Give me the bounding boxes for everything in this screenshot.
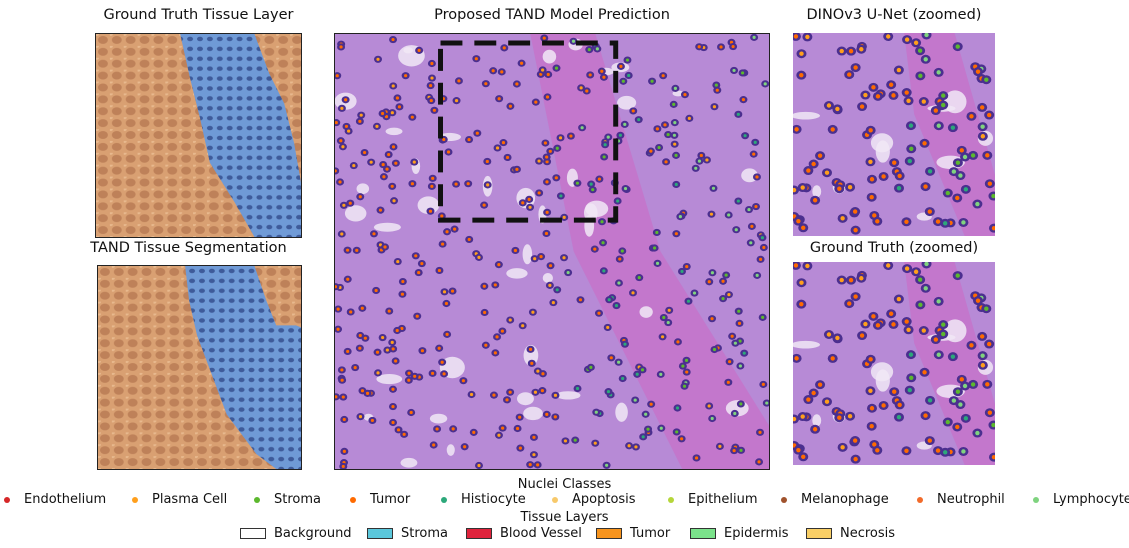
- nuclei-legend-item: Epithelium: [664, 492, 758, 507]
- nuclei-label: Endothelium: [24, 492, 107, 507]
- nuclei-label: Tumor: [370, 492, 411, 507]
- nuclei-legend-item: Lymphocyte: [1029, 492, 1129, 507]
- title-tand-tissue: TAND Tissue Segmentation: [90, 240, 287, 256]
- nuclei-legend: Endothelium Plasma Cell Stroma Tumor His…: [0, 492, 1129, 510]
- tissue-label: Background: [274, 526, 352, 541]
- nuclei-legend-item: Apoptosis: [548, 492, 636, 507]
- tissue-legend-item: Blood Vessel: [466, 526, 582, 541]
- lymphocyte-dot: [1033, 496, 1039, 503]
- stroma-dot: [254, 496, 260, 503]
- plasma-cell-dot: [132, 496, 138, 503]
- tand-prediction-panel: [334, 33, 770, 470]
- nuclei-legend-item: Plasma Cell: [128, 492, 227, 507]
- nuclei-legend-item: Melanophage: [777, 492, 889, 507]
- apoptosis-dot: [552, 496, 558, 503]
- epithelium-dot: [668, 496, 674, 503]
- title-gt-tissue: Ground Truth Tissue Layer: [103, 7, 294, 23]
- tissue-label: Stroma: [401, 526, 448, 541]
- tissue-label: Tumor: [630, 526, 671, 541]
- stroma-swatch: [367, 528, 393, 539]
- tissue-legend-item: Epidermis: [690, 526, 789, 541]
- nuclei-legend-item: Neutrophil: [913, 492, 1005, 507]
- melanophage-dot: [781, 496, 787, 503]
- tumor-dot: [350, 496, 356, 503]
- tissue-legend-title: Tissue Layers: [520, 510, 609, 525]
- tissue-legend: Background Stroma Blood Vessel Tumor Epi…: [0, 526, 1129, 544]
- nuclei-label: Neutrophil: [937, 492, 1005, 507]
- nuclei-legend-title: Nuclei Classes: [517, 477, 612, 492]
- nuclei-label: Apoptosis: [572, 492, 636, 507]
- nuclei-label: Lymphocyte: [1053, 492, 1129, 507]
- nuclei-label: Melanophage: [801, 492, 889, 507]
- nuclei-legend-item: Tumor: [346, 492, 410, 507]
- background-swatch: [240, 528, 266, 539]
- tissue-legend-item: Background: [240, 526, 352, 541]
- gt-tissue-panel: [95, 33, 302, 238]
- endothelium-dot: [4, 496, 10, 503]
- tissue-legend-item: Tumor: [596, 526, 670, 541]
- epidermis-swatch: [690, 528, 716, 539]
- nuclei-label: Epithelium: [688, 492, 758, 507]
- nuclei-legend-item: Histiocyte: [437, 492, 526, 507]
- tand-tissue-panel: [97, 265, 302, 470]
- histiocyte-dot: [441, 496, 447, 503]
- nuclei-label: Plasma Cell: [152, 492, 228, 507]
- gt-zoom-panel: [793, 262, 995, 465]
- nuclei-label: Histiocyte: [461, 492, 526, 507]
- nuclei-legend-item: Stroma: [250, 492, 321, 507]
- nuclei-label: Stroma: [274, 492, 321, 507]
- title-dino-zoom: DINOv3 U-Net (zoomed): [806, 7, 982, 23]
- title-tand-prediction: Proposed TAND Model Prediction: [434, 7, 670, 23]
- tissue-legend-item: Stroma: [367, 526, 448, 541]
- tissue-label: Necrosis: [840, 526, 896, 541]
- neutrophil-dot: [917, 496, 923, 503]
- tumor-swatch: [596, 528, 622, 539]
- blood-vessel-swatch: [466, 528, 492, 539]
- title-gt-zoom: Ground Truth (zoomed): [809, 240, 979, 256]
- necrosis-swatch: [806, 528, 832, 539]
- nuclei-legend-item: Endothelium: [0, 492, 106, 507]
- dino-zoom-panel: [793, 33, 995, 236]
- tissue-label: Blood Vessel: [500, 526, 582, 541]
- tissue-legend-item: Necrosis: [806, 526, 895, 541]
- tissue-label: Epidermis: [724, 526, 789, 541]
